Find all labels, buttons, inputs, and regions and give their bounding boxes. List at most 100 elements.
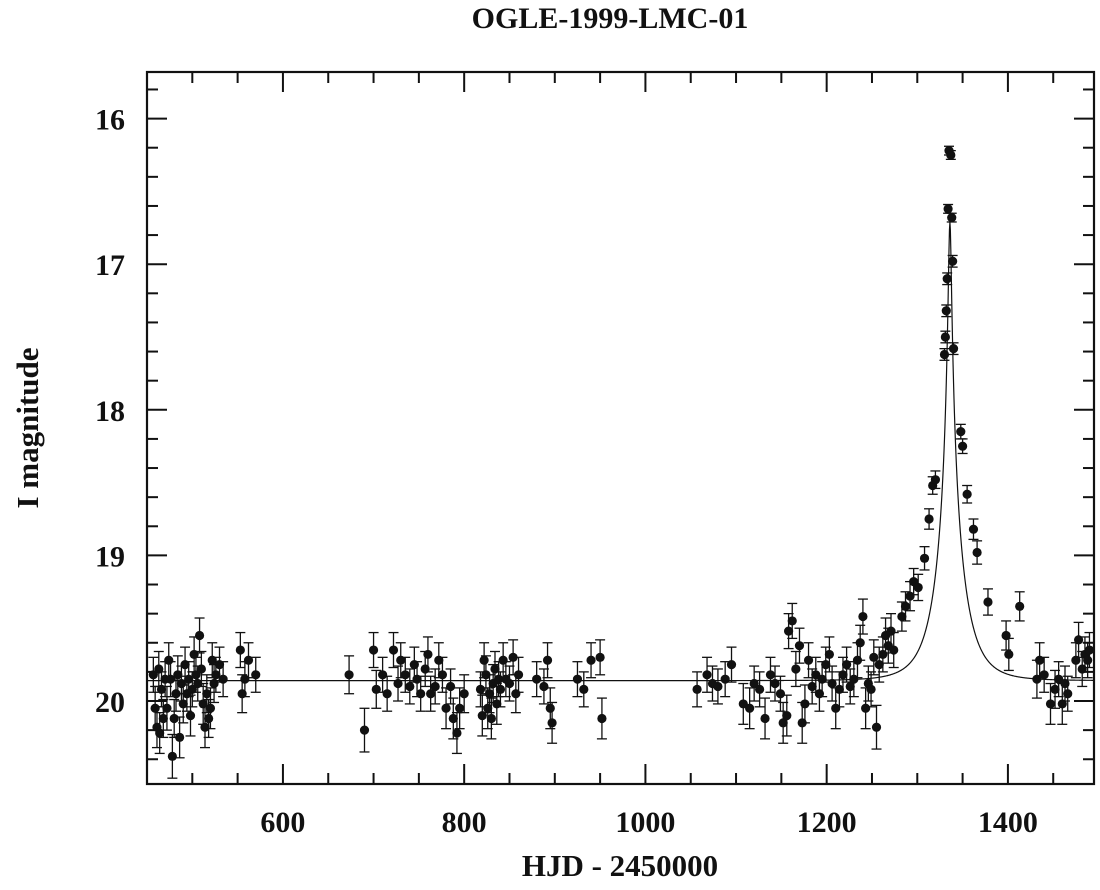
data-point bbox=[209, 678, 219, 689]
data-point bbox=[968, 524, 979, 534]
data-point bbox=[164, 655, 174, 665]
x-tick-label: 1000 bbox=[615, 806, 675, 839]
y-tick-label: 17 bbox=[95, 249, 125, 282]
data-point bbox=[956, 427, 966, 437]
data-point bbox=[821, 660, 831, 670]
data-point bbox=[855, 638, 865, 648]
data-point bbox=[400, 670, 410, 680]
data-point bbox=[572, 674, 583, 684]
data-point bbox=[484, 689, 495, 699]
data-point bbox=[448, 713, 458, 724]
data-point bbox=[775, 689, 786, 699]
data-point bbox=[849, 674, 859, 684]
data-point bbox=[158, 713, 168, 724]
data-point bbox=[845, 681, 855, 692]
data-point bbox=[983, 597, 993, 607]
data-point bbox=[889, 645, 899, 655]
data-point bbox=[900, 601, 911, 611]
data-point bbox=[539, 681, 549, 692]
data-point bbox=[1015, 601, 1025, 611]
data-point bbox=[579, 684, 589, 694]
x-tick-label: 600 bbox=[260, 806, 305, 839]
data-point bbox=[542, 655, 553, 665]
data-point bbox=[924, 514, 934, 524]
data-point bbox=[765, 670, 776, 680]
data-point bbox=[940, 332, 950, 342]
data-point bbox=[782, 710, 792, 721]
x-tick-label: 1200 bbox=[797, 806, 857, 839]
data-point bbox=[948, 344, 959, 354]
data-point bbox=[455, 703, 465, 713]
data-point bbox=[871, 722, 882, 732]
data-point bbox=[495, 684, 506, 694]
data-point bbox=[368, 645, 379, 655]
data-point bbox=[824, 649, 834, 660]
data-point bbox=[240, 674, 250, 684]
data-point bbox=[251, 670, 261, 680]
data-point bbox=[939, 349, 950, 360]
data-point bbox=[745, 703, 755, 713]
data-point bbox=[586, 655, 596, 665]
data-point bbox=[1039, 670, 1049, 680]
data-point bbox=[437, 670, 448, 680]
data-point bbox=[595, 652, 605, 662]
data-point bbox=[545, 703, 555, 713]
data-point bbox=[957, 441, 968, 451]
data-point bbox=[205, 703, 216, 713]
data-point bbox=[441, 703, 451, 713]
y-tick-label: 20 bbox=[95, 686, 125, 719]
data-point bbox=[388, 645, 399, 655]
data-point bbox=[948, 256, 958, 266]
data-point bbox=[897, 611, 907, 622]
y-tick-label: 18 bbox=[95, 395, 125, 428]
data-point bbox=[692, 684, 702, 694]
data-point bbox=[713, 681, 723, 692]
data-point bbox=[827, 678, 837, 689]
data-point bbox=[972, 547, 982, 558]
data-point bbox=[486, 713, 496, 724]
data-point bbox=[1063, 689, 1073, 699]
x-tick-label: 1400 bbox=[978, 806, 1038, 839]
data-point bbox=[196, 664, 206, 674]
data-point bbox=[749, 678, 759, 689]
data-point bbox=[547, 718, 557, 728]
data-point bbox=[218, 674, 228, 684]
data-point bbox=[1045, 699, 1056, 709]
data-point bbox=[459, 689, 469, 699]
data-point bbox=[479, 655, 489, 665]
data-point bbox=[445, 681, 456, 692]
data-point bbox=[794, 641, 805, 651]
data-point bbox=[378, 670, 388, 680]
data-point bbox=[905, 591, 915, 601]
data-point bbox=[791, 664, 801, 674]
data-point bbox=[211, 670, 221, 680]
data-point bbox=[807, 681, 817, 692]
data-point bbox=[778, 718, 788, 728]
data-point bbox=[702, 670, 712, 680]
data-point bbox=[508, 652, 518, 662]
data-point bbox=[405, 681, 415, 692]
data-point bbox=[1050, 684, 1060, 694]
model-curve bbox=[147, 221, 1094, 682]
data-point bbox=[942, 274, 952, 284]
data-point bbox=[393, 678, 403, 689]
data-point bbox=[838, 670, 848, 680]
data-point bbox=[513, 670, 524, 680]
data-point bbox=[858, 611, 868, 622]
data-point bbox=[430, 681, 440, 692]
data-point bbox=[423, 649, 433, 660]
data-point bbox=[416, 689, 426, 699]
data-point bbox=[941, 306, 951, 316]
x-tick-label: 800 bbox=[442, 806, 487, 839]
data-point bbox=[169, 713, 179, 724]
data-point bbox=[194, 630, 205, 641]
data-point bbox=[943, 204, 953, 214]
x-axis-label: HJD - 2450000 bbox=[521, 848, 719, 883]
data-point bbox=[869, 652, 879, 662]
data-point bbox=[1084, 645, 1095, 655]
data-point bbox=[344, 670, 354, 680]
data-point bbox=[202, 689, 212, 699]
data-point bbox=[1004, 649, 1014, 660]
data-point bbox=[178, 699, 188, 709]
